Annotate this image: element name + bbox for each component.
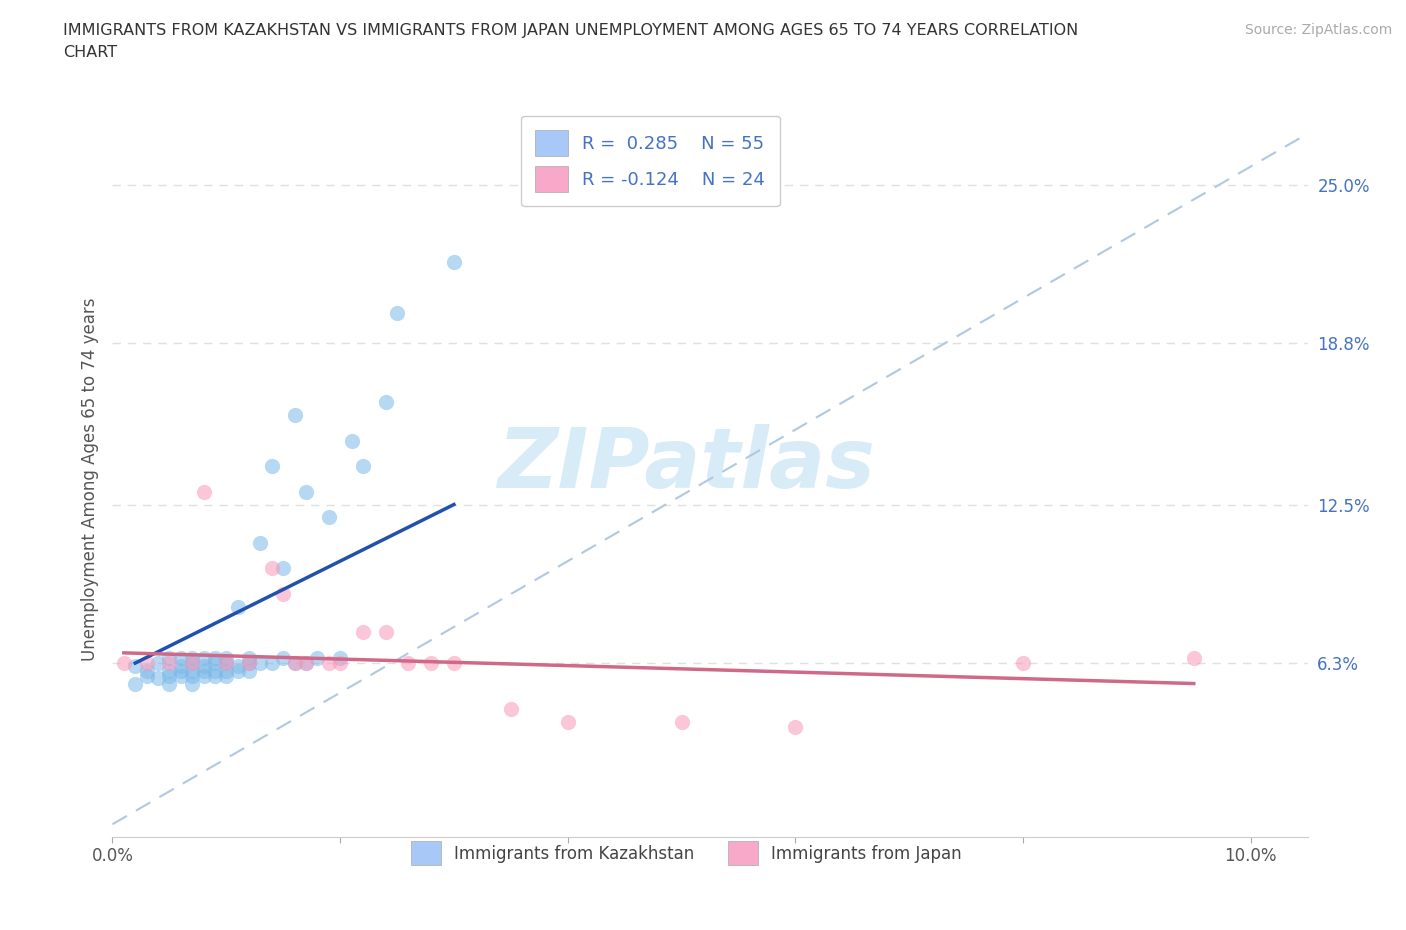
Point — [170, 663, 193, 678]
Point — [385, 305, 408, 320]
Point — [181, 656, 204, 671]
Point — [329, 656, 352, 671]
Point — [238, 651, 260, 666]
Point — [295, 656, 318, 671]
Point — [284, 656, 307, 671]
Point — [135, 656, 157, 671]
Point — [181, 651, 204, 666]
Point — [135, 663, 157, 678]
Point — [249, 656, 271, 671]
Point — [374, 625, 396, 640]
Point — [193, 663, 215, 678]
Point — [260, 458, 283, 473]
Point — [271, 651, 294, 666]
Point — [146, 671, 169, 686]
Point — [181, 676, 204, 691]
Point — [146, 656, 169, 671]
Point — [443, 254, 465, 269]
Legend: Immigrants from Kazakhstan, Immigrants from Japan: Immigrants from Kazakhstan, Immigrants f… — [404, 835, 969, 871]
Point — [157, 663, 180, 678]
Point — [226, 600, 249, 615]
Point — [284, 407, 307, 422]
Point — [204, 656, 226, 671]
Point — [181, 669, 204, 684]
Point — [204, 669, 226, 684]
Point — [352, 458, 374, 473]
Point — [181, 656, 204, 671]
Text: Source: ZipAtlas.com: Source: ZipAtlas.com — [1244, 23, 1392, 37]
Point — [271, 561, 294, 576]
Point — [295, 485, 318, 499]
Point — [374, 394, 396, 409]
Point — [420, 656, 443, 671]
Point — [318, 510, 340, 525]
Point — [124, 658, 146, 673]
Point — [157, 651, 180, 666]
Point — [226, 658, 249, 673]
Point — [260, 656, 283, 671]
Point — [295, 656, 318, 671]
Point — [193, 658, 215, 673]
Point — [340, 433, 363, 448]
Point — [170, 658, 193, 673]
Point — [307, 651, 329, 666]
Point — [204, 663, 226, 678]
Point — [249, 536, 271, 551]
Point — [226, 663, 249, 678]
Point — [157, 656, 180, 671]
Point — [170, 651, 193, 666]
Text: IMMIGRANTS FROM KAZAKHSTAN VS IMMIGRANTS FROM JAPAN UNEMPLOYMENT AMONG AGES 65 T: IMMIGRANTS FROM KAZAKHSTAN VS IMMIGRANTS… — [63, 23, 1078, 60]
Point — [271, 587, 294, 602]
Point — [157, 676, 180, 691]
Point — [215, 663, 238, 678]
Point — [671, 714, 693, 729]
Point — [396, 656, 419, 671]
Point — [499, 702, 522, 717]
Point — [318, 656, 340, 671]
Point — [238, 663, 260, 678]
Point — [204, 651, 226, 666]
Point — [1012, 656, 1035, 671]
Point — [443, 656, 465, 671]
Text: ZIPatlas: ZIPatlas — [498, 424, 875, 505]
Point — [329, 651, 352, 666]
Point — [170, 669, 193, 684]
Point — [193, 485, 215, 499]
Y-axis label: Unemployment Among Ages 65 to 74 years: Unemployment Among Ages 65 to 74 years — [80, 298, 98, 660]
Point — [124, 676, 146, 691]
Point — [135, 669, 157, 684]
Point — [193, 651, 215, 666]
Point — [238, 656, 260, 671]
Point — [352, 625, 374, 640]
Point — [1182, 651, 1205, 666]
Point — [238, 656, 260, 671]
Point — [215, 656, 238, 671]
Point — [215, 656, 238, 671]
Point — [215, 651, 238, 666]
Point — [193, 669, 215, 684]
Point — [181, 663, 204, 678]
Point — [215, 669, 238, 684]
Point — [785, 720, 807, 735]
Point — [284, 656, 307, 671]
Point — [112, 656, 135, 671]
Point — [260, 561, 283, 576]
Point — [157, 669, 180, 684]
Point — [557, 714, 579, 729]
